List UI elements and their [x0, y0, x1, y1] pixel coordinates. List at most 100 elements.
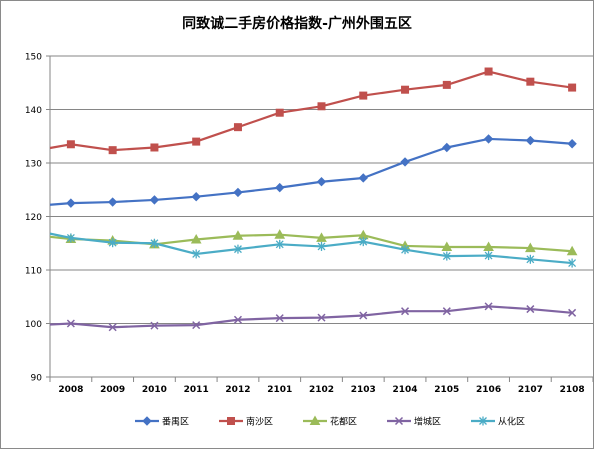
legend-marker	[227, 417, 235, 425]
marker-stroke	[526, 305, 535, 314]
marker-shape	[442, 142, 452, 153]
marker-shape	[567, 139, 577, 149]
y-tick-label: 100	[25, 320, 42, 330]
data-point	[568, 258, 577, 268]
series-line	[49, 305, 573, 329]
data-point	[317, 241, 326, 251]
data-point	[233, 315, 242, 324]
x-tick-label: 2108	[560, 385, 585, 395]
data-point	[484, 251, 493, 261]
data-point	[442, 307, 451, 316]
marker-shape	[309, 415, 321, 425]
marker-stroke	[66, 319, 75, 328]
marker-shape	[108, 146, 117, 155]
data-point	[233, 123, 242, 132]
data-point	[150, 238, 159, 248]
marker-stroke	[484, 302, 493, 311]
data-point	[275, 314, 284, 323]
data-point	[192, 321, 201, 330]
data-point	[108, 146, 117, 155]
series-layer	[49, 67, 578, 332]
legend-item: 花都区	[303, 415, 357, 428]
marker-stroke	[394, 416, 404, 426]
y-tick-label: 110	[25, 267, 42, 277]
series-line	[49, 70, 573, 152]
data-point	[401, 85, 410, 94]
marker-shape	[441, 241, 453, 251]
data-point	[359, 237, 368, 247]
grid-layer	[50, 55, 593, 324]
marker-shape	[233, 187, 243, 198]
marker-stroke	[150, 321, 159, 330]
data-point	[232, 230, 244, 240]
marker-shape	[233, 123, 242, 132]
data-point	[524, 242, 536, 253]
chart-title: 同致诚二手房价格指数-广州外围五区	[182, 16, 412, 32]
marker-shape	[66, 198, 76, 208]
x-tick-label: 2106	[476, 385, 501, 395]
axis-layer: 90 100 110 120 130 140 150 2008 2009 2010 2011 2012…	[25, 53, 594, 395]
y-tick-label: 120	[25, 213, 42, 223]
x-tick-label: 2101	[267, 385, 292, 395]
legend-label: 增城区	[414, 416, 441, 428]
data-point	[526, 305, 535, 314]
legend-marker	[142, 416, 152, 426]
legend-label: 花都区	[330, 416, 357, 428]
data-point	[566, 245, 578, 256]
x-tick-label: 2010	[142, 385, 167, 395]
marker-shape	[359, 91, 368, 100]
y-tick-label: 130	[25, 160, 42, 170]
data-point	[401, 307, 410, 316]
data-point	[568, 308, 577, 317]
x-tick-label: 2012	[225, 385, 250, 395]
marker-shape	[358, 173, 368, 183]
legend-marker	[309, 415, 321, 425]
data-point	[567, 139, 577, 149]
x-tick-label: 2105	[434, 385, 459, 395]
marker-stroke	[275, 314, 284, 323]
marker-stroke	[233, 315, 242, 324]
legend-marker	[394, 416, 404, 426]
data-point	[442, 142, 452, 153]
marker-shape	[275, 182, 285, 193]
x-tick-label: 2009	[100, 385, 125, 395]
marker-shape	[484, 67, 493, 76]
legend-item: 增城区	[387, 416, 441, 428]
data-point	[66, 140, 75, 149]
series-line	[49, 232, 573, 265]
marker-shape	[232, 230, 244, 240]
legend-label: 南沙区	[246, 416, 273, 428]
x-tick-label: 2102	[309, 385, 334, 395]
marker-shape	[227, 417, 235, 425]
data-point	[401, 245, 409, 255]
data-point	[316, 232, 327, 242]
legend-marker	[479, 416, 487, 426]
data-point	[359, 311, 368, 320]
marker-stroke	[359, 311, 368, 320]
marker-shape	[107, 197, 118, 207]
marker-shape	[317, 102, 326, 111]
data-point	[66, 198, 76, 208]
data-point	[317, 102, 326, 111]
legend-item: 南沙区	[219, 416, 273, 428]
marker-shape	[566, 245, 578, 256]
data-point	[400, 157, 410, 167]
legend: 番禺区 南沙区 花都区 增城区 从化区	[135, 415, 525, 428]
marker-stroke	[442, 307, 451, 316]
data-point	[108, 238, 117, 248]
data-point	[442, 251, 451, 261]
marker-shape	[524, 242, 536, 253]
data-point	[568, 83, 577, 92]
marker-shape	[316, 177, 327, 187]
data-point	[66, 319, 75, 328]
x-tick-label: 2107	[518, 385, 543, 395]
data-point	[108, 323, 117, 332]
marker-shape	[400, 157, 410, 167]
legend-item: 从化区	[471, 416, 525, 428]
series-line	[49, 137, 573, 206]
marker-shape	[483, 134, 494, 144]
data-point	[526, 77, 535, 86]
data-point	[191, 191, 201, 202]
marker-stroke	[108, 323, 117, 332]
data-point	[274, 229, 286, 239]
